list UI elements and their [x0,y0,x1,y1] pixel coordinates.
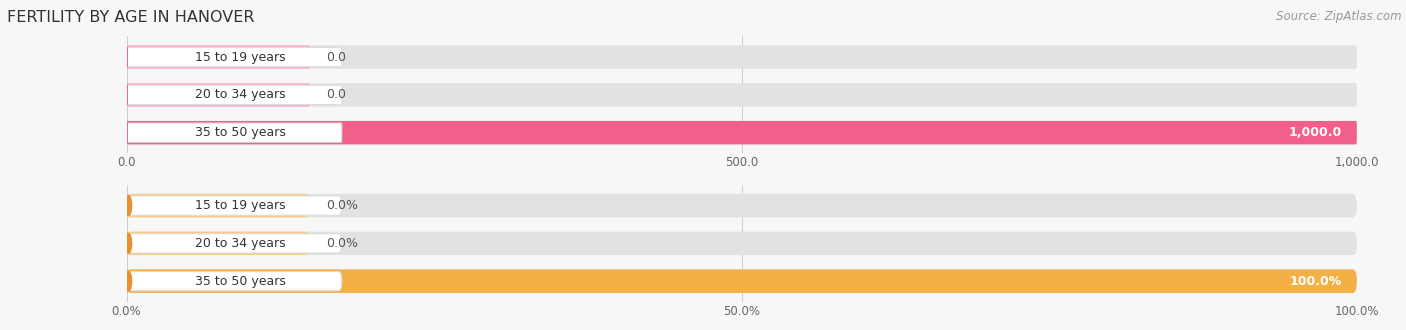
Text: 100.0%: 100.0% [1289,275,1343,288]
Text: 35 to 50 years: 35 to 50 years [195,275,285,288]
FancyBboxPatch shape [127,232,309,255]
Text: 15 to 19 years: 15 to 19 years [195,50,285,64]
FancyBboxPatch shape [127,232,1357,255]
Text: Source: ZipAtlas.com: Source: ZipAtlas.com [1277,10,1402,23]
Circle shape [125,271,132,291]
FancyBboxPatch shape [127,196,342,215]
FancyBboxPatch shape [127,48,342,67]
Circle shape [125,233,132,253]
Text: 20 to 34 years: 20 to 34 years [195,237,285,250]
Text: 0.0%: 0.0% [326,237,359,250]
FancyBboxPatch shape [127,121,1357,145]
Text: 0.0%: 0.0% [326,199,359,212]
Text: 20 to 34 years: 20 to 34 years [195,88,285,101]
Text: FERTILITY BY AGE IN HANOVER: FERTILITY BY AGE IN HANOVER [7,10,254,25]
FancyBboxPatch shape [127,234,342,253]
Circle shape [125,195,132,216]
FancyBboxPatch shape [127,83,1357,107]
FancyBboxPatch shape [127,45,309,69]
Text: 0.0: 0.0 [326,88,346,101]
FancyBboxPatch shape [127,194,1357,217]
Text: 0.0: 0.0 [326,50,346,64]
FancyBboxPatch shape [127,194,309,217]
FancyBboxPatch shape [127,270,1357,293]
Text: 1,000.0: 1,000.0 [1289,126,1343,139]
FancyBboxPatch shape [127,270,1357,293]
FancyBboxPatch shape [127,45,1357,69]
FancyBboxPatch shape [127,123,342,142]
FancyBboxPatch shape [127,85,342,105]
FancyBboxPatch shape [127,121,1357,145]
FancyBboxPatch shape [127,272,342,291]
FancyBboxPatch shape [127,83,309,107]
Text: 15 to 19 years: 15 to 19 years [195,199,285,212]
Text: 35 to 50 years: 35 to 50 years [195,126,285,139]
